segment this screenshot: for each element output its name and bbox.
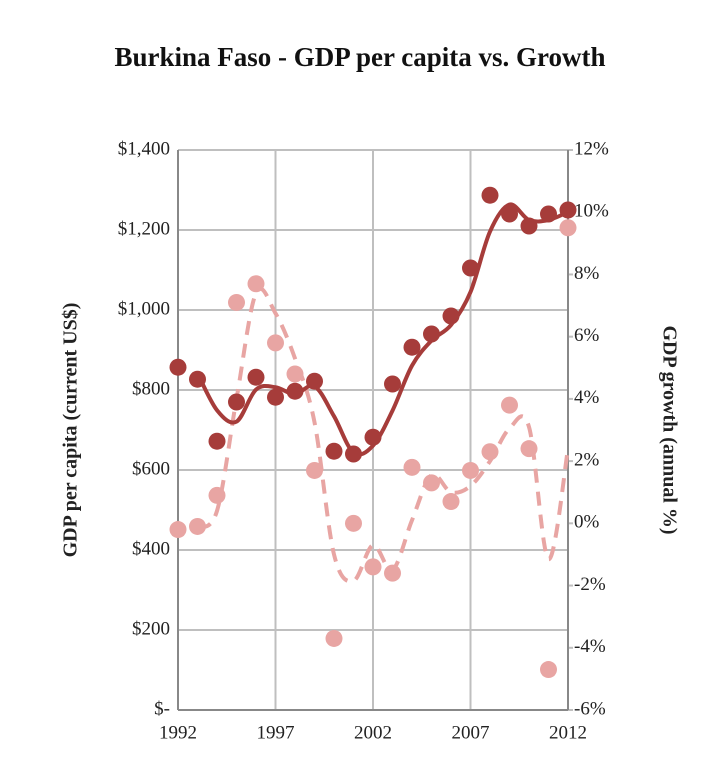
data-point <box>247 368 265 386</box>
y-tick-label: $1,200 <box>118 218 170 239</box>
data-point <box>208 486 226 504</box>
data-point <box>481 186 499 204</box>
data-point <box>286 365 304 383</box>
x-tick-label: 1992 <box>159 722 197 743</box>
data-point <box>540 205 557 223</box>
data-point <box>423 325 440 343</box>
y2-tick-label: -4% <box>574 636 606 657</box>
data-point <box>306 372 323 390</box>
data-point <box>364 558 382 576</box>
chart-title: Burkina Faso - GDP per capita vs. Growth <box>114 42 606 72</box>
data-point <box>384 564 401 582</box>
data-point <box>267 388 284 406</box>
y2-tick-label: 6% <box>574 325 600 346</box>
data-point <box>559 219 577 237</box>
data-point <box>267 334 284 352</box>
y2-tick-label: 2% <box>574 449 600 470</box>
y2-tick-label: 0% <box>574 512 600 533</box>
data-point <box>462 259 479 277</box>
data-point <box>442 493 460 511</box>
y-tick-label: $- <box>154 698 170 719</box>
y-tick-label: $1,400 <box>118 138 170 159</box>
data-point <box>208 432 226 450</box>
trendline <box>196 286 570 584</box>
data-point <box>228 393 245 411</box>
data-point <box>364 428 382 446</box>
data-point <box>442 307 460 325</box>
data-point <box>247 275 265 293</box>
trendline <box>195 202 569 457</box>
y-tick-label: $200 <box>132 618 170 639</box>
y-tick-label: $600 <box>132 458 170 479</box>
x-tick-label: 1997 <box>257 722 295 743</box>
data-point <box>228 293 245 311</box>
data-point <box>403 458 421 476</box>
y2-tick-label: -2% <box>574 574 606 595</box>
y-tick-label: $1,000 <box>118 298 170 319</box>
data-point <box>540 661 557 679</box>
x-tick-label: 2002 <box>354 722 392 743</box>
x-tick-label: 2012 <box>549 722 587 743</box>
y2-tick-label: 4% <box>574 387 600 408</box>
y2-tick-label: 8% <box>574 263 600 284</box>
y-tick-label: $800 <box>132 378 170 399</box>
y2-tick-label: 12% <box>574 138 609 159</box>
data-point <box>559 201 577 219</box>
y2-tick-label: 10% <box>574 201 609 222</box>
data-point <box>520 217 538 235</box>
data-point <box>462 461 479 479</box>
data-point <box>501 205 518 223</box>
data-point <box>481 443 499 461</box>
data-point <box>169 358 187 376</box>
data-point <box>520 440 538 458</box>
data-point <box>325 629 343 647</box>
data-point <box>403 338 421 356</box>
data-point <box>286 382 304 400</box>
data-point <box>189 517 206 535</box>
x-tick-label: 2007 <box>452 722 490 743</box>
data-point <box>325 442 343 460</box>
data-point <box>345 445 362 463</box>
y2-tick-label: -6% <box>574 698 606 719</box>
y-tick-label: $400 <box>132 538 170 559</box>
y-axis-title: GDP per capita (current US$) <box>60 303 82 558</box>
data-point <box>169 521 187 539</box>
data-point <box>189 370 206 388</box>
data-point <box>501 396 518 414</box>
data-point <box>306 461 323 479</box>
data-point <box>345 514 362 532</box>
data-point <box>384 375 401 393</box>
y2-axis-title: GDP growth (annual %) <box>658 325 680 534</box>
data-point <box>423 474 440 492</box>
